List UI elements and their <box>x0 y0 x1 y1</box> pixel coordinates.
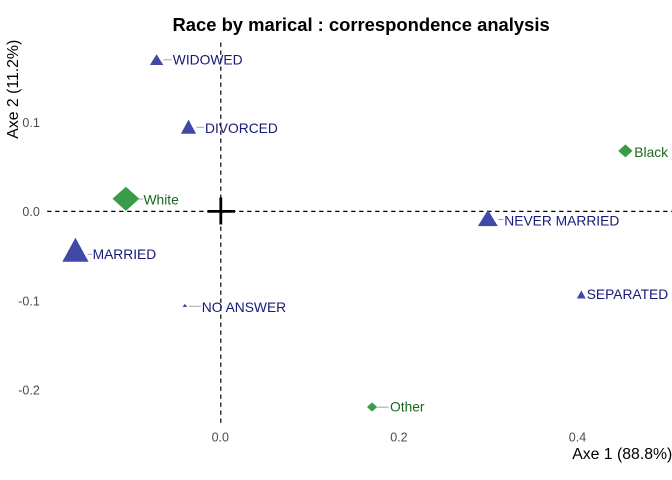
svg-text:0.4: 0.4 <box>569 430 586 444</box>
svg-text:Race by marical : corresponden: Race by marical : correspondence analysi… <box>173 14 550 35</box>
svg-text:Black: Black <box>634 145 668 160</box>
svg-text:0.0: 0.0 <box>22 205 39 219</box>
svg-text:-0.1: -0.1 <box>18 294 40 308</box>
svg-text:DIVORCED: DIVORCED <box>205 121 278 136</box>
svg-text:0.0: 0.0 <box>212 430 229 444</box>
svg-text:-0.2: -0.2 <box>18 384 40 398</box>
svg-text:Axe 2 (11.2%): Axe 2 (11.2%) <box>5 40 22 139</box>
svg-text:WIDOWED: WIDOWED <box>173 53 243 68</box>
svg-text:White: White <box>144 193 180 208</box>
svg-text:MARRIED: MARRIED <box>93 247 157 262</box>
svg-text:0.1: 0.1 <box>22 116 39 130</box>
svg-text:SEPARATED: SEPARATED <box>587 287 669 302</box>
svg-text:0.2: 0.2 <box>390 430 407 444</box>
svg-text:Axe 1 (88.8%): Axe 1 (88.8%) <box>572 446 672 463</box>
svg-text:Other: Other <box>390 399 425 414</box>
svg-text:NEVER MARRIED: NEVER MARRIED <box>504 213 619 228</box>
svg-text:NO ANSWER: NO ANSWER <box>202 300 286 315</box>
